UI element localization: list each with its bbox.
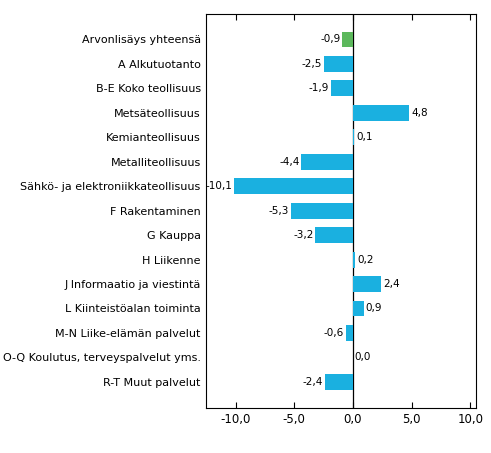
Bar	[330, 81, 353, 96]
Bar	[291, 202, 353, 219]
Bar	[346, 325, 353, 341]
Bar	[353, 276, 381, 292]
Text: 0,0: 0,0	[355, 352, 371, 362]
Text: 4,8: 4,8	[411, 108, 428, 118]
Text: -0,9: -0,9	[321, 34, 341, 44]
Text: -4,4: -4,4	[279, 157, 300, 167]
Bar	[342, 32, 353, 48]
Text: 0,9: 0,9	[365, 304, 382, 313]
Bar	[324, 56, 353, 72]
Text: -2,4: -2,4	[302, 377, 323, 387]
Text: -10,1: -10,1	[206, 181, 233, 191]
Text: 2,4: 2,4	[383, 279, 400, 289]
Bar	[325, 374, 353, 390]
Text: -1,9: -1,9	[308, 83, 329, 93]
Bar	[234, 178, 353, 194]
Bar	[301, 154, 353, 170]
Bar	[353, 129, 354, 145]
Bar	[353, 105, 409, 121]
Text: -2,5: -2,5	[301, 59, 322, 69]
Text: 0,1: 0,1	[356, 132, 372, 142]
Text: -0,6: -0,6	[324, 328, 344, 338]
Bar	[353, 251, 355, 268]
Text: -5,3: -5,3	[269, 206, 289, 216]
Text: -3,2: -3,2	[293, 230, 314, 240]
Text: 0,2: 0,2	[357, 255, 374, 265]
Bar	[353, 300, 363, 316]
Bar	[315, 227, 353, 243]
